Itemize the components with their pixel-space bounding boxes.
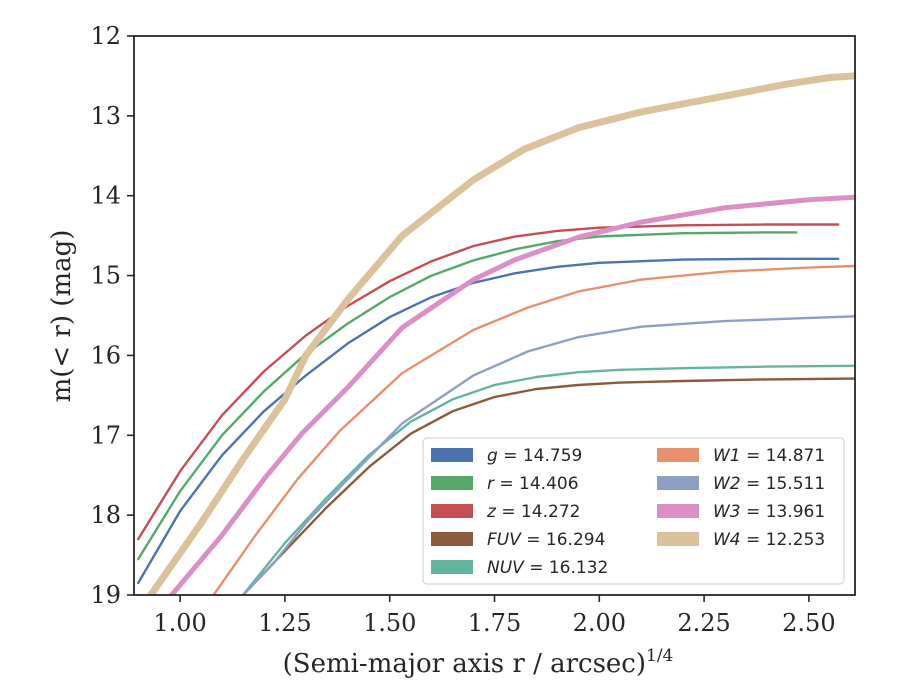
legend-swatch: [431, 476, 473, 490]
series-layer: [137, 72, 855, 595]
legend-swatch: [431, 504, 473, 518]
y-tick-label: 16: [90, 341, 121, 369]
x-tick-label: 1.50: [363, 609, 416, 637]
series-line-r: [137, 231, 798, 561]
legend: g = 14.759 r = 14.406 z = 14.272 FUV = 16.2…: [422, 437, 845, 585]
y-axis-label: m(< r) (mag): [47, 230, 77, 403]
y-tick-label: 14: [90, 182, 121, 210]
y-tick-label: 15: [90, 262, 121, 290]
legend-entry-label: W1 = 14.871: [713, 446, 825, 466]
y-tick-label: 18: [90, 501, 121, 529]
series-line-w2: [241, 315, 855, 595]
legend-entry-label: W2 = 15.511: [713, 474, 825, 494]
x-tick-label: 1.75: [468, 609, 521, 637]
y-tick-label: 19: [90, 581, 121, 609]
series-line-nuv: [241, 364, 855, 595]
y-tick-label: 12: [90, 22, 121, 50]
legend-swatch: [657, 532, 699, 546]
legend-entry-label: W3 = 13.961: [713, 502, 825, 522]
legend-swatch: [431, 560, 473, 574]
series-line-w4: [147, 72, 855, 595]
legend-entry-label: g = 14.759: [487, 446, 582, 466]
x-tick-label: 1.00: [153, 609, 206, 637]
series-line-w3: [169, 194, 855, 595]
series-line-fuv: [241, 377, 855, 595]
series-line-w1: [212, 264, 855, 595]
x-axis-ticks: 1.00 1.25 1.50 1.75 2.00 2.25 2.50: [153, 595, 836, 637]
x-tick-label: 2.25: [677, 609, 730, 637]
series-line-g: [137, 257, 840, 585]
legend-entry-label: NUV = 16.132: [487, 558, 608, 578]
legend-swatch: [657, 448, 699, 462]
x-tick-label: 2.00: [573, 609, 626, 637]
series-line-z: [137, 223, 840, 541]
legend-entry-label: W4 = 12.253: [713, 530, 825, 550]
legend-swatch: [431, 532, 473, 546]
legend-frame: [422, 437, 845, 585]
x-tick-label: 1.25: [258, 609, 311, 637]
legend-swatch: [657, 504, 699, 518]
legend-entry-label: z = 14.272: [486, 502, 580, 522]
x-axis-label: (Semi-major axis r / arcsec)1/4: [283, 646, 674, 679]
y-axis-ticks: 12 13 14 15 16 17 18 19: [90, 22, 134, 609]
legend-swatch: [431, 448, 473, 462]
legend-entry-label: FUV = 16.294: [487, 530, 605, 550]
legend-entry-label: r = 14.406: [487, 474, 579, 494]
y-tick-label: 17: [90, 421, 121, 449]
y-tick-label: 13: [90, 102, 121, 130]
legend-swatch: [657, 476, 699, 490]
x-tick-label: 2.50: [782, 609, 835, 637]
